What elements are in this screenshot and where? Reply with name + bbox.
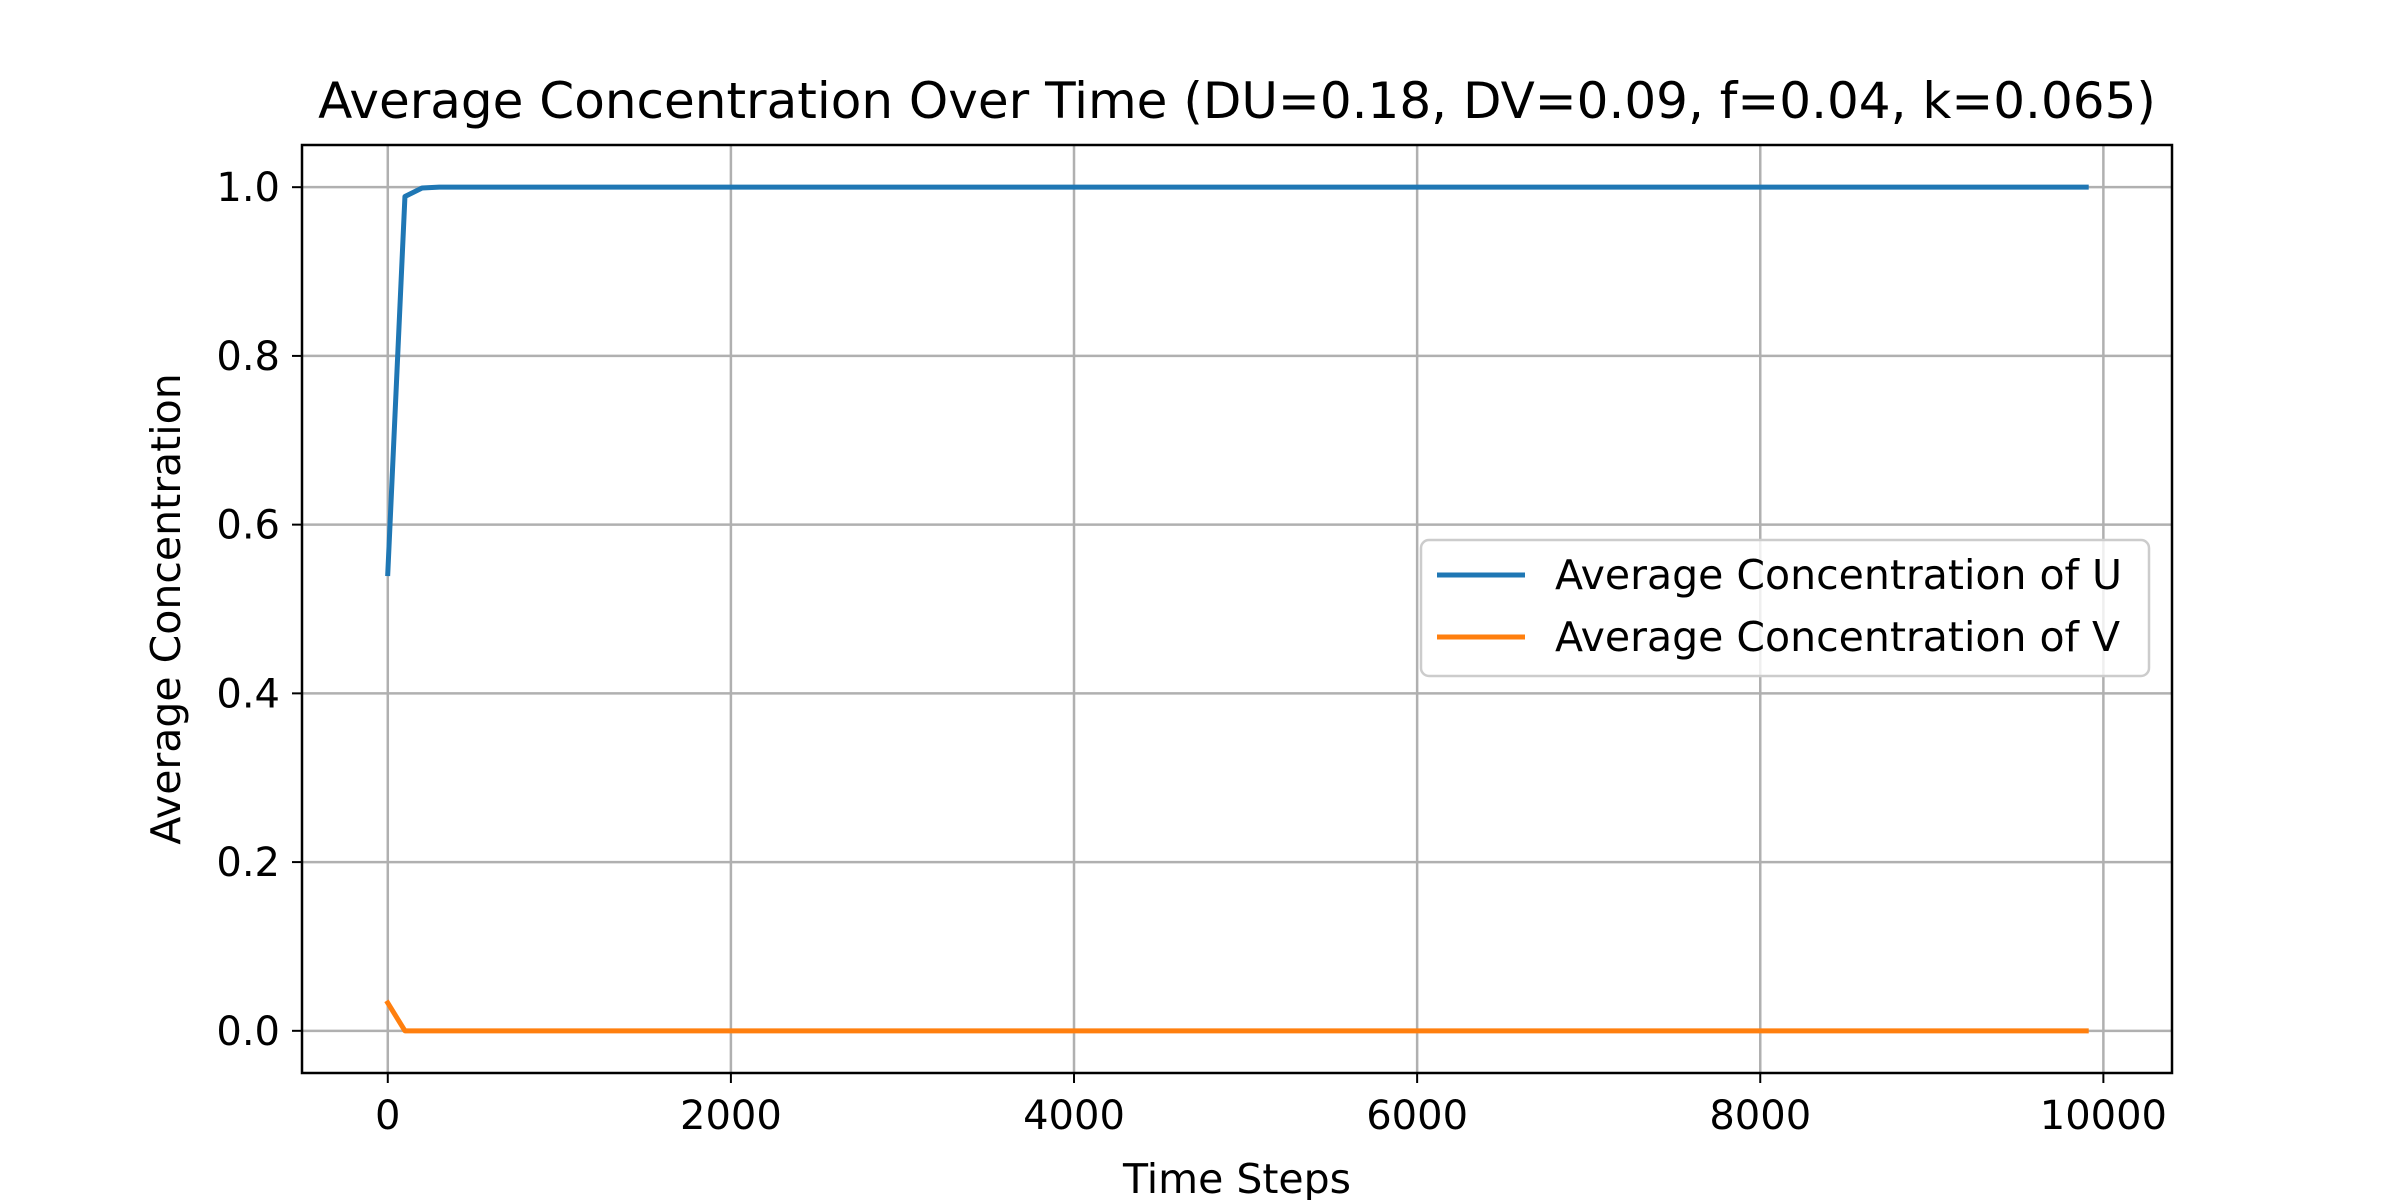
x-tick-label: 10000 [2040, 1093, 2167, 1139]
chart-title: Average Concentration Over Time (DU=0.18… [318, 72, 2156, 130]
y-axis-label: Average Concentration [142, 373, 190, 844]
y-tick-label: 1.0 [216, 165, 280, 211]
axis-ticks: 0 2000 4000 6000 8000 10000 0.0 0.2 0.4 0.6 0.8 1.0 [216, 165, 2167, 1139]
legend: Average Concentration of U Average Conce… [1419, 538, 2151, 678]
x-tick-label: 8000 [1709, 1093, 1811, 1139]
legend-label-u: Average Concentration of U [1555, 551, 2122, 599]
plot-frame [300, 143, 2174, 1075]
y-tick-label: 0.6 [216, 503, 280, 549]
y-tick-label: 0.8 [216, 334, 280, 380]
x-tick-label: 2000 [680, 1093, 782, 1139]
legend-box [1419, 538, 2151, 678]
x-tick-label: 0 [375, 1093, 400, 1139]
y-tick-label: 0.4 [216, 671, 280, 717]
series-lines [384, 184, 2089, 1034]
series-line-u [385, 184, 2089, 577]
legend-label-v: Average Concentration of V [1555, 613, 2120, 661]
y-tick-label: 0.0 [216, 1009, 280, 1055]
x-axis-label: Time Steps [1122, 1155, 1351, 1200]
x-tick-label: 6000 [1366, 1093, 1468, 1139]
series-line-v [384, 999, 2089, 1034]
x-tick-label: 4000 [1023, 1093, 1125, 1139]
y-tick-label: 0.2 [216, 840, 280, 886]
